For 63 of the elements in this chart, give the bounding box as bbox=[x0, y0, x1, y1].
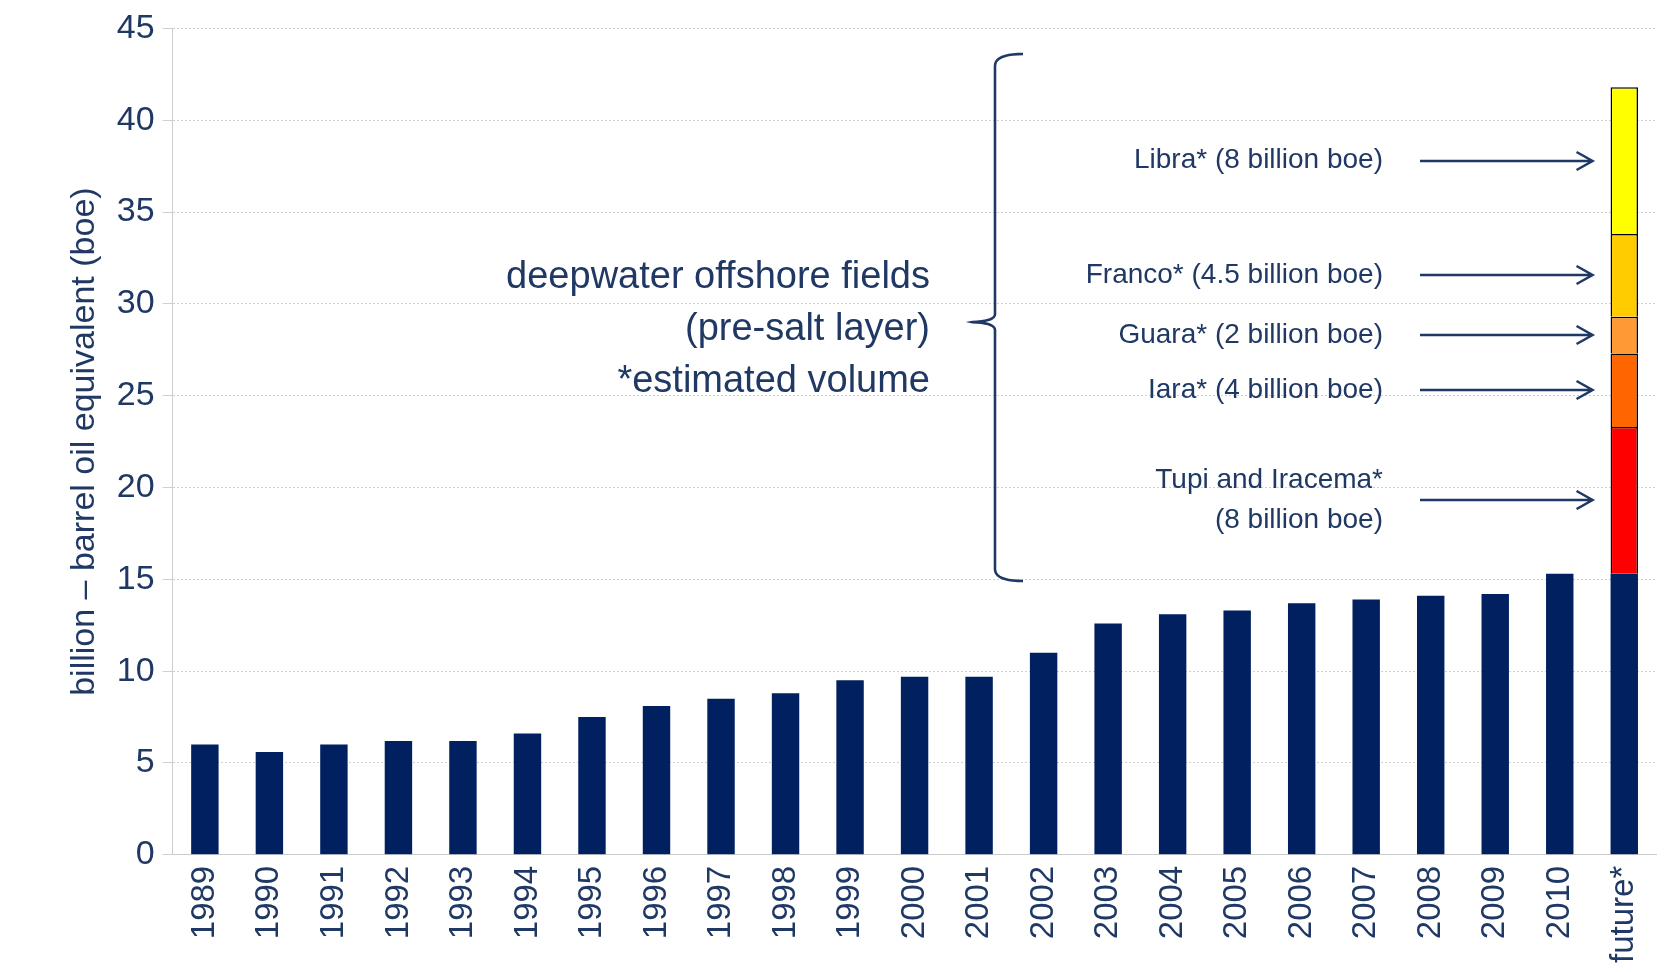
bar bbox=[513, 733, 542, 855]
x-tick-label: 1994 bbox=[506, 865, 544, 940]
annotation: Libra* (8 billion boe) bbox=[1133, 143, 1383, 175]
x-tick-label: 1992 bbox=[377, 865, 415, 940]
bar bbox=[1417, 595, 1445, 855]
y-tick-label: 30 bbox=[116, 282, 155, 321]
y-tick-label: 5 bbox=[135, 741, 155, 780]
x-tick-label: 2001 bbox=[958, 865, 996, 940]
annotation: Tupi and Iracema* (8 billion boe) bbox=[1155, 463, 1384, 535]
x-tick-label: 2005 bbox=[1216, 865, 1254, 940]
bar bbox=[1352, 599, 1380, 855]
bar bbox=[771, 693, 800, 855]
bar bbox=[1029, 652, 1058, 855]
x-tick-label: 2000 bbox=[893, 865, 931, 940]
bar bbox=[642, 706, 671, 855]
y-tick-label: 40 bbox=[116, 98, 155, 137]
bar bbox=[1158, 614, 1187, 855]
x-tick-label: 1989 bbox=[183, 865, 221, 940]
y-tick-label: 0 bbox=[135, 833, 155, 872]
y-tick-label: 35 bbox=[116, 190, 155, 229]
bar bbox=[578, 717, 606, 855]
x-tick-label: 2006 bbox=[1280, 865, 1318, 940]
bar bbox=[965, 676, 993, 855]
bar bbox=[1546, 573, 1574, 855]
annotation: deepwater offshore fields (pre-salt layer) *estimated volume bbox=[506, 254, 930, 401]
annotation: Iara* (4 billion boe) bbox=[1147, 372, 1383, 404]
annotation: Franco* (4.5 billion boe) bbox=[1085, 258, 1383, 290]
bar bbox=[320, 744, 348, 855]
bar bbox=[836, 680, 864, 855]
bar bbox=[255, 751, 284, 855]
x-tick-label: 2003 bbox=[1087, 865, 1125, 940]
x-tick-label: 2008 bbox=[1409, 865, 1447, 940]
y-tick-label: 20 bbox=[116, 465, 155, 504]
bar bbox=[1223, 610, 1251, 855]
bar bbox=[900, 676, 929, 855]
bar bbox=[1481, 594, 1509, 855]
x-tick-label: 2007 bbox=[1345, 865, 1383, 940]
x-tick-label: 1996 bbox=[635, 865, 673, 940]
bar bbox=[449, 740, 477, 855]
bar bbox=[1287, 603, 1316, 855]
bar bbox=[384, 740, 413, 855]
y-tick-label: 45 bbox=[116, 6, 155, 45]
x-tick-label: 1991 bbox=[313, 865, 351, 940]
bar bbox=[1610, 573, 1638, 855]
bar bbox=[707, 698, 735, 855]
x-tick-label: 2009 bbox=[1474, 865, 1512, 940]
x-tick-label: 1998 bbox=[764, 865, 802, 940]
x-tick-label: 2004 bbox=[1151, 865, 1189, 940]
x-tick-label: 1993 bbox=[442, 865, 480, 940]
annotation: Guara* (2 billion boe) bbox=[1118, 317, 1383, 349]
x-tick-label: future* bbox=[1603, 865, 1641, 964]
x-tick-label: 1995 bbox=[571, 865, 609, 940]
y-tick-label: 10 bbox=[116, 649, 155, 688]
bar bbox=[191, 744, 219, 855]
x-tick-label: 1990 bbox=[248, 865, 286, 940]
x-tick-label: 2002 bbox=[1022, 865, 1060, 940]
y-tick-label: 25 bbox=[116, 374, 155, 413]
y-axis-title: billion – barrel oil equivalent (boe) bbox=[62, 187, 101, 696]
x-tick-label: 1997 bbox=[700, 865, 738, 940]
y-tick-label: 15 bbox=[116, 557, 155, 596]
bar bbox=[1094, 623, 1122, 855]
x-tick-label: 2010 bbox=[1538, 865, 1576, 940]
x-tick-label: 1999 bbox=[829, 865, 867, 940]
